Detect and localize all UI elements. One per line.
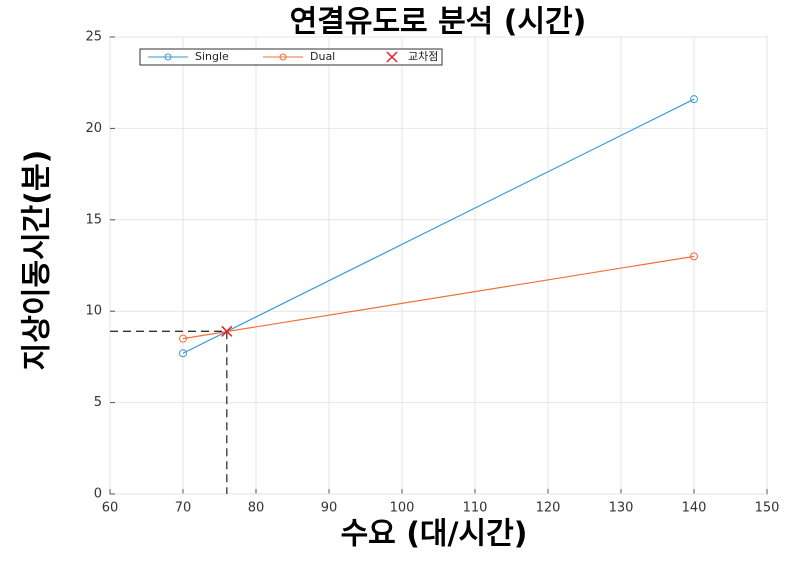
y-tick-label: 10 (85, 304, 102, 319)
y-tick-label: 0 (94, 487, 102, 502)
series-line (182, 98, 695, 354)
legend-label: 교차점 (408, 50, 438, 63)
x-tick-label: 140 (682, 501, 707, 516)
x-tick-label: 130 (609, 501, 634, 516)
legend-marker (386, 51, 398, 63)
point-marker (179, 334, 187, 343)
intersection-marker (221, 325, 233, 337)
x-tick-label: 110 (463, 501, 488, 516)
plot-area (109, 36, 768, 495)
x-tick-label: 120 (536, 501, 561, 516)
x-tick-label: 70 (175, 501, 192, 516)
legend-marker (164, 53, 172, 61)
x-tick-label: 150 (755, 501, 780, 516)
y-axis-label: 지상이동시간(분) (20, 150, 55, 371)
y-tick-label: 25 (85, 30, 102, 45)
chart-title: 연결유도로 분석 (시간) (290, 5, 587, 40)
legend-marker (279, 53, 287, 61)
point-marker (179, 349, 187, 358)
y-tick-label: 15 (85, 212, 102, 227)
point-marker (690, 252, 698, 261)
legend-label: Single (195, 50, 229, 63)
x-tick-label: 100 (390, 501, 415, 516)
series-line (182, 255, 695, 340)
x-tick-label: 60 (102, 501, 119, 516)
x-tick-label: 80 (248, 501, 265, 516)
point-marker (690, 95, 698, 104)
y-tick-label: 5 (94, 395, 102, 410)
y-tick-label: 20 (85, 121, 102, 136)
legend-label: Dual (310, 50, 335, 63)
x-axis-label: 수요 (대/시간) (341, 517, 528, 552)
x-tick-label: 90 (321, 501, 338, 516)
xlabel-box (262, 514, 606, 556)
